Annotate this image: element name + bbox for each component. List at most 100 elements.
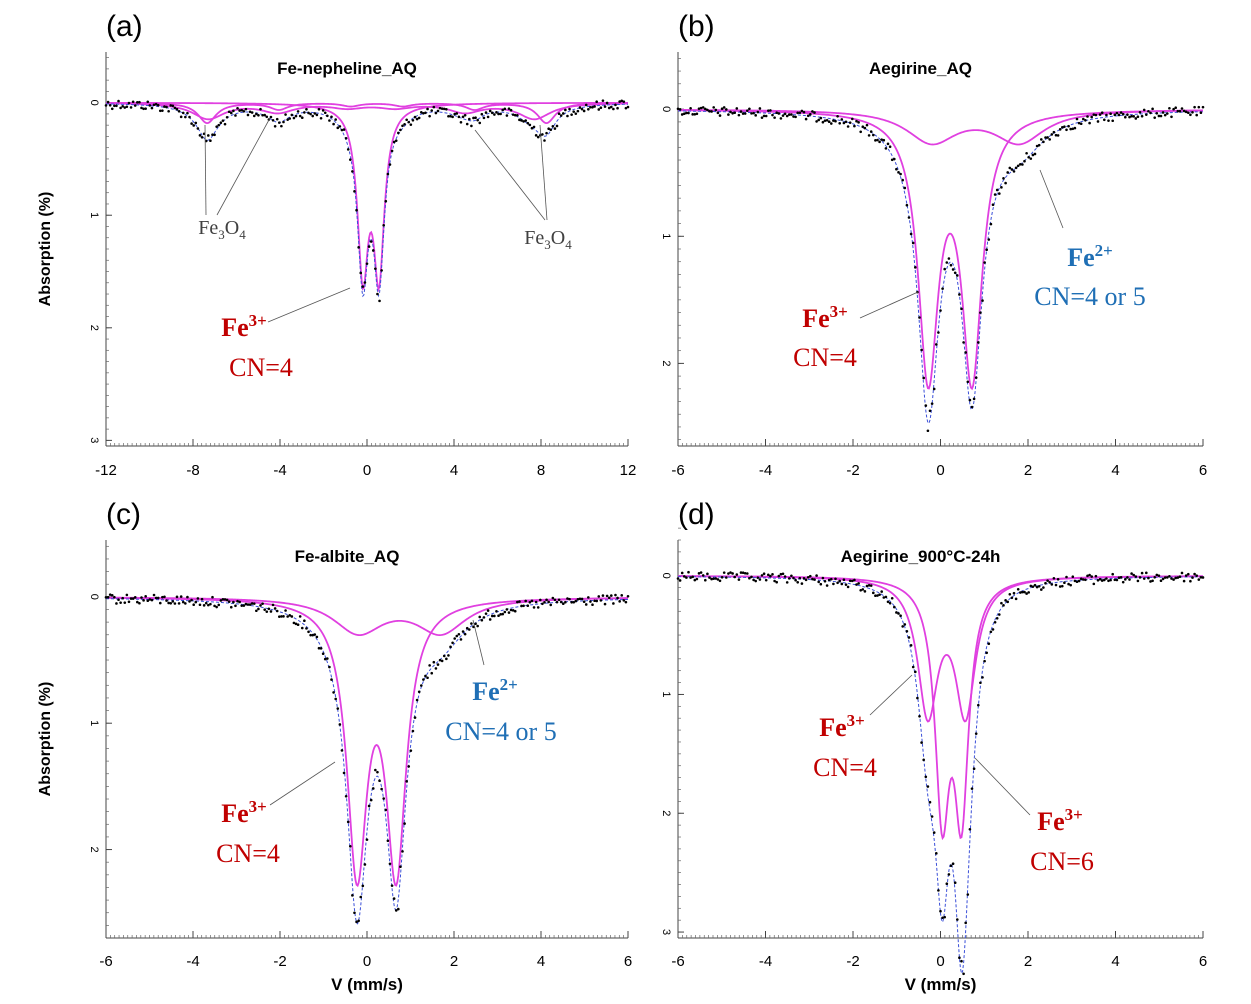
annotation-text: Fe bbox=[221, 313, 248, 342]
data-point bbox=[346, 820, 350, 824]
data-point bbox=[710, 577, 713, 581]
data-point bbox=[876, 138, 879, 142]
annotation-superscript: 3+ bbox=[847, 711, 865, 730]
data-point bbox=[781, 572, 785, 576]
data-point bbox=[367, 804, 371, 808]
data-point bbox=[1180, 571, 1184, 575]
data-point bbox=[605, 101, 609, 105]
x-tick-label: 4 bbox=[1111, 953, 1119, 970]
data-point bbox=[712, 577, 715, 580]
data-point bbox=[232, 109, 235, 113]
data-point bbox=[557, 112, 561, 115]
data-point bbox=[522, 604, 525, 608]
data-point bbox=[146, 100, 150, 104]
data-point bbox=[250, 111, 254, 114]
data-point bbox=[532, 606, 536, 609]
data-point bbox=[399, 128, 402, 132]
data-point bbox=[405, 118, 408, 122]
data-point bbox=[171, 600, 175, 603]
data-point bbox=[1063, 125, 1066, 128]
data-point bbox=[432, 660, 436, 664]
annotation-subscript: 3 bbox=[544, 237, 551, 252]
data-point bbox=[1155, 111, 1159, 115]
data-point bbox=[584, 103, 588, 107]
data-point bbox=[1077, 579, 1081, 583]
data-point bbox=[113, 104, 116, 108]
data-point bbox=[760, 574, 764, 577]
data-point bbox=[434, 667, 438, 670]
data-point bbox=[790, 574, 793, 578]
data-point bbox=[1048, 138, 1051, 141]
y-tick-label: 1 bbox=[88, 720, 100, 726]
data-point bbox=[207, 603, 210, 607]
x-tick-label: 4 bbox=[537, 953, 545, 970]
data-point bbox=[687, 570, 690, 574]
data-point bbox=[336, 707, 340, 710]
data-point bbox=[591, 603, 594, 607]
data-point bbox=[601, 594, 605, 597]
data-point bbox=[315, 113, 319, 117]
data-point bbox=[922, 758, 925, 762]
data-point bbox=[1128, 115, 1131, 119]
annotation-superscript: 3+ bbox=[249, 311, 267, 330]
data-point bbox=[1063, 581, 1066, 584]
data-point bbox=[1157, 114, 1161, 118]
data-point bbox=[750, 112, 753, 115]
data-point bbox=[123, 601, 127, 604]
data-point bbox=[804, 578, 808, 582]
data-point bbox=[167, 109, 170, 113]
data-point bbox=[949, 263, 953, 267]
data-point bbox=[309, 112, 312, 116]
data-point bbox=[488, 618, 492, 621]
data-point bbox=[779, 572, 783, 576]
data-point bbox=[490, 111, 494, 115]
data-point bbox=[154, 596, 158, 600]
data-point bbox=[1182, 109, 1186, 113]
data-point bbox=[321, 109, 325, 112]
data-point bbox=[737, 578, 741, 581]
data-point bbox=[455, 634, 459, 638]
annotation-label: Fe3+ bbox=[1037, 805, 1083, 836]
data-point bbox=[334, 118, 337, 121]
data-point bbox=[1094, 574, 1098, 578]
data-point bbox=[1155, 573, 1159, 577]
data-point bbox=[282, 120, 285, 124]
data-point bbox=[417, 116, 421, 120]
data-point bbox=[979, 311, 982, 314]
data-point bbox=[125, 105, 129, 109]
data-point bbox=[676, 577, 680, 580]
data-point bbox=[953, 271, 957, 275]
data-point bbox=[729, 571, 732, 574]
data-point bbox=[501, 108, 505, 112]
data-point bbox=[234, 114, 237, 117]
data-point bbox=[394, 909, 398, 912]
data-point bbox=[739, 110, 743, 113]
data-point bbox=[328, 665, 331, 669]
data-point bbox=[566, 597, 569, 600]
data-point bbox=[213, 133, 216, 137]
data-point bbox=[1004, 181, 1007, 185]
data-point bbox=[227, 110, 231, 114]
data-point bbox=[292, 116, 296, 120]
data-point bbox=[1121, 580, 1125, 584]
data-point bbox=[476, 624, 479, 628]
data-point bbox=[355, 208, 358, 212]
data-point bbox=[685, 576, 688, 579]
data-point bbox=[607, 596, 611, 600]
data-point bbox=[1119, 576, 1123, 579]
data-point bbox=[792, 115, 795, 118]
data-point bbox=[278, 121, 281, 124]
data-point bbox=[872, 591, 875, 595]
data-point bbox=[880, 138, 883, 141]
data-point bbox=[555, 600, 559, 604]
data-point bbox=[1019, 162, 1022, 166]
data-point bbox=[806, 576, 810, 579]
data-point bbox=[140, 106, 143, 110]
data-point bbox=[878, 140, 881, 144]
data-point bbox=[265, 115, 269, 119]
data-point bbox=[785, 114, 789, 118]
data-point bbox=[890, 596, 894, 600]
data-point bbox=[106, 595, 110, 599]
data-point bbox=[411, 119, 415, 122]
data-point bbox=[1119, 111, 1123, 114]
